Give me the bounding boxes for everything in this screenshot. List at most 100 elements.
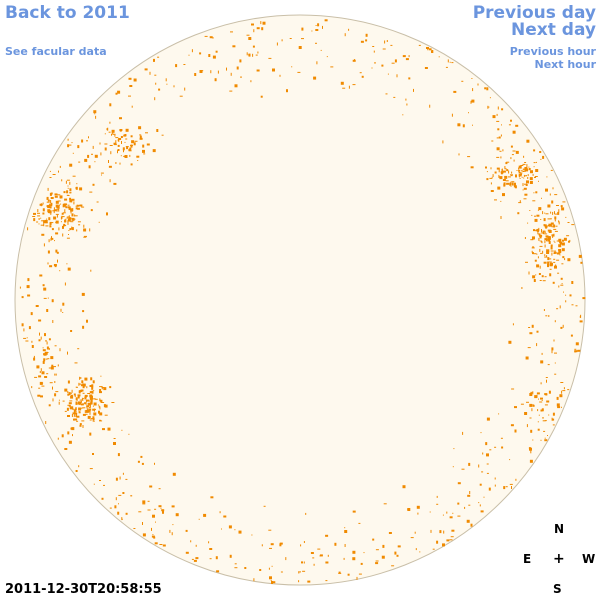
facula-speck (560, 326, 563, 329)
facula-speck (93, 110, 97, 114)
facula-speck (522, 171, 525, 172)
facula-speck (51, 237, 54, 240)
facula-speck (252, 53, 254, 57)
facula-speck (89, 404, 91, 408)
facula-speck (312, 557, 315, 559)
facula-speck (457, 515, 461, 517)
facula-speck (145, 132, 148, 134)
facula-speck (542, 230, 546, 232)
facula-speck (154, 74, 157, 76)
facula-speck (85, 403, 88, 405)
facula-speck (73, 393, 76, 396)
facula-speck (522, 183, 524, 187)
facula-speck (257, 51, 259, 54)
facula-speck (490, 167, 492, 170)
facula-speck (51, 299, 54, 303)
facula-speck (66, 263, 68, 265)
facula-speck (566, 235, 570, 237)
facula-speck (248, 53, 251, 57)
previous-day-link[interactable]: Previous day (472, 3, 596, 23)
facula-speck (560, 382, 564, 383)
facula-speck (142, 500, 146, 504)
see-facular-data-link[interactable]: See facular data (5, 45, 107, 58)
facula-speck (99, 398, 101, 402)
facula-speck (82, 407, 86, 409)
facula-speck (103, 387, 107, 391)
facula-speck (154, 542, 158, 545)
facula-speck (360, 40, 364, 43)
facula-speck (88, 136, 89, 139)
facula-speck (526, 424, 528, 428)
facula-speck (51, 236, 52, 239)
facula-speck (67, 218, 71, 222)
facula-speck (87, 415, 91, 419)
facula-speck (78, 401, 81, 405)
facula-speck (555, 225, 558, 227)
facula-speck (76, 399, 78, 401)
facula-speck (78, 390, 81, 394)
facula-speck (543, 231, 545, 235)
facula-speck (54, 373, 56, 376)
facula-speck (535, 191, 538, 194)
facula-speck (234, 567, 238, 569)
facula-speck (133, 142, 136, 146)
facula-speck (358, 522, 361, 524)
facula-speck (175, 64, 178, 68)
facula-speck (47, 352, 49, 353)
facula-speck (544, 404, 548, 406)
next-hour-link[interactable]: Next hour (534, 58, 597, 71)
facula-speck (175, 513, 179, 517)
facula-speck (285, 557, 287, 561)
facula-speck (94, 113, 96, 115)
facula-speck (449, 539, 453, 541)
facula-speck (69, 181, 71, 185)
facula-speck (70, 392, 72, 394)
facula-speck (209, 36, 213, 39)
facula-speck (92, 408, 96, 411)
facula-speck (530, 170, 533, 174)
facula-speck (62, 233, 64, 237)
facula-speck (209, 558, 212, 560)
previous-hour-link[interactable]: Previous hour (509, 45, 596, 58)
facula-speck (76, 415, 80, 418)
facula-speck (560, 277, 563, 280)
back-to-year-link[interactable]: Back to 2011 (5, 3, 130, 23)
facula-speck (62, 312, 64, 313)
facula-speck (238, 530, 242, 534)
facula-speck (41, 385, 45, 387)
facula-speck (56, 251, 59, 254)
facula-speck (478, 502, 480, 504)
facula-speck (82, 425, 84, 428)
facula-speck (37, 209, 39, 213)
facula-speck (67, 267, 71, 271)
facula-speck (471, 78, 473, 79)
facula-speck (315, 42, 317, 44)
facula-speck (91, 397, 93, 399)
facula-speck (88, 165, 91, 169)
facula-speck (223, 515, 227, 518)
facula-speck (91, 418, 93, 420)
facula-speck (510, 119, 512, 122)
facula-speck (122, 147, 125, 151)
facula-speck (501, 108, 504, 111)
facula-speck (23, 328, 25, 332)
facula-speck (352, 550, 356, 554)
facula-speck (470, 523, 473, 527)
facula-speck (574, 350, 577, 353)
facula-speck (371, 67, 373, 69)
facula-speck (506, 169, 509, 172)
facula-speck (86, 405, 90, 408)
facula-speck (79, 399, 83, 401)
facula-speck (129, 85, 133, 87)
facula-speck (108, 131, 111, 133)
facula-speck (552, 226, 555, 228)
next-day-link[interactable]: Next day (511, 20, 596, 40)
facula-speck (541, 241, 543, 244)
facula-speck (354, 59, 356, 61)
facular-regions (19, 19, 586, 584)
facula-speck (546, 225, 548, 227)
facula-speck (68, 402, 72, 405)
facula-speck (55, 249, 58, 253)
facula-speck (447, 59, 449, 63)
facula-speck (325, 580, 328, 582)
